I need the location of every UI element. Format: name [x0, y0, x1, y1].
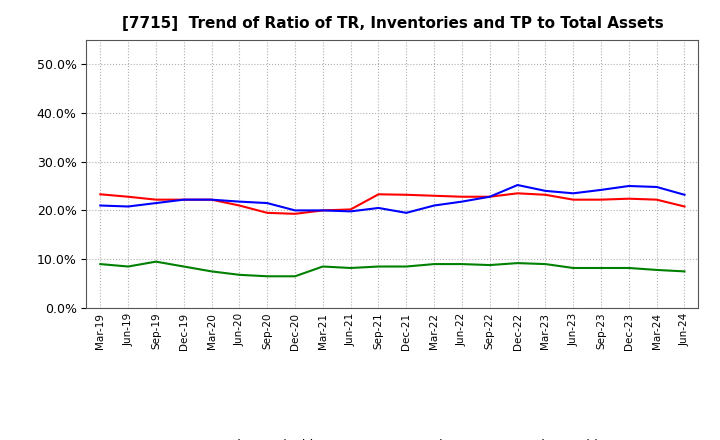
Trade Receivables [597, 197, 606, 202]
Trade Receivables [513, 191, 522, 196]
Inventories [569, 191, 577, 196]
Inventories [485, 194, 494, 199]
Trade Receivables [179, 197, 188, 202]
Trade Payables [235, 272, 243, 278]
Inventories [680, 192, 689, 198]
Line: Trade Receivables: Trade Receivables [100, 193, 685, 214]
Trade Receivables [235, 203, 243, 208]
Inventories [124, 204, 132, 209]
Inventories [318, 208, 327, 213]
Inventories [235, 199, 243, 204]
Trade Payables [430, 261, 438, 267]
Inventories [291, 208, 300, 213]
Trade Receivables [541, 192, 550, 198]
Trade Payables [374, 264, 383, 269]
Inventories [541, 188, 550, 194]
Trade Payables [402, 264, 410, 269]
Trade Receivables [652, 197, 661, 202]
Inventories [624, 183, 633, 189]
Trade Receivables [458, 194, 467, 199]
Trade Payables [541, 261, 550, 267]
Title: [7715]  Trend of Ratio of TR, Inventories and TP to Total Assets: [7715] Trend of Ratio of TR, Inventories… [122, 16, 663, 32]
Trade Receivables [402, 192, 410, 198]
Trade Payables [207, 269, 216, 274]
Trade Payables [96, 261, 104, 267]
Trade Payables [485, 262, 494, 268]
Trade Receivables [152, 197, 161, 202]
Trade Receivables [124, 194, 132, 199]
Trade Receivables [318, 208, 327, 213]
Inventories [96, 203, 104, 208]
Trade Payables [680, 269, 689, 274]
Inventories [458, 199, 467, 204]
Trade Payables [291, 274, 300, 279]
Trade Payables [346, 265, 355, 271]
Line: Trade Payables: Trade Payables [100, 262, 685, 276]
Inventories [207, 197, 216, 202]
Trade Payables [152, 259, 161, 264]
Line: Inventories: Inventories [100, 185, 685, 213]
Inventories [179, 197, 188, 202]
Legend: Trade Receivables, Inventories, Trade Payables: Trade Receivables, Inventories, Trade Pa… [168, 434, 617, 440]
Trade Receivables [207, 197, 216, 202]
Trade Receivables [430, 193, 438, 198]
Trade Receivables [96, 192, 104, 197]
Inventories [652, 184, 661, 190]
Trade Payables [318, 264, 327, 269]
Inventories [402, 210, 410, 216]
Inventories [152, 201, 161, 206]
Trade Payables [263, 274, 271, 279]
Trade Receivables [263, 210, 271, 216]
Trade Receivables [569, 197, 577, 202]
Trade Receivables [680, 204, 689, 209]
Trade Receivables [374, 192, 383, 197]
Trade Payables [597, 265, 606, 271]
Trade Receivables [485, 194, 494, 199]
Trade Payables [569, 265, 577, 271]
Inventories [346, 209, 355, 214]
Trade Payables [179, 264, 188, 269]
Inventories [263, 201, 271, 206]
Inventories [597, 187, 606, 193]
Inventories [374, 205, 383, 211]
Inventories [430, 203, 438, 208]
Trade Receivables [624, 196, 633, 202]
Trade Receivables [346, 207, 355, 212]
Trade Payables [458, 261, 467, 267]
Trade Payables [124, 264, 132, 269]
Trade Receivables [291, 211, 300, 216]
Trade Payables [624, 265, 633, 271]
Trade Payables [513, 260, 522, 266]
Inventories [513, 183, 522, 188]
Trade Payables [652, 267, 661, 272]
